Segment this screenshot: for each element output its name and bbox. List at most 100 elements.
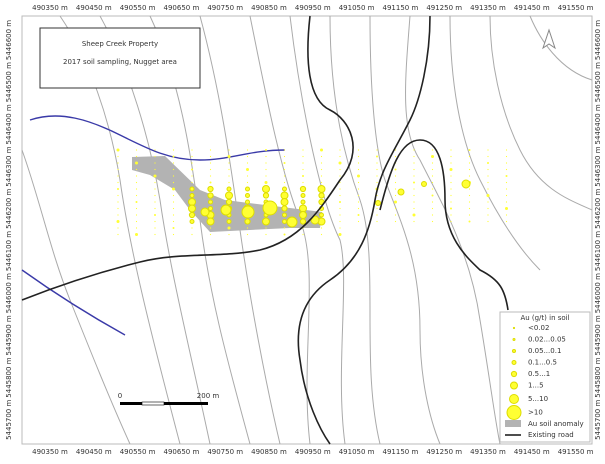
sample-point bbox=[394, 168, 397, 171]
x-label-bottom: 490650 m bbox=[164, 448, 200, 456]
sample-point bbox=[320, 233, 323, 236]
sample-point bbox=[246, 233, 249, 236]
sample-point bbox=[209, 233, 212, 236]
sample-point bbox=[189, 186, 195, 192]
sample-point bbox=[191, 233, 193, 236]
y-label-right: 5446400 m bbox=[594, 104, 602, 144]
sample-point bbox=[376, 168, 378, 171]
river bbox=[29, 115, 286, 161]
legend-symbol bbox=[510, 370, 518, 378]
sample-point bbox=[299, 211, 307, 219]
sample-point bbox=[376, 155, 378, 158]
sample-point bbox=[209, 149, 212, 151]
y-label-left: 5445800 m bbox=[5, 357, 13, 397]
north-arrow bbox=[542, 28, 556, 50]
sample-point bbox=[262, 200, 278, 216]
sample-point bbox=[487, 220, 489, 223]
sample-point bbox=[265, 175, 267, 177]
y-label-right: 5445900 m bbox=[594, 315, 602, 355]
legend: <0.02 0.02...0.05 0.05...0.1 0.1...0.5 0.5..… bbox=[505, 324, 584, 439]
sample-point bbox=[413, 168, 415, 171]
legend-label: 0.02...0.05 bbox=[528, 336, 566, 344]
sample-point bbox=[468, 194, 471, 197]
legend-symbol bbox=[512, 326, 516, 330]
sample-point bbox=[431, 181, 434, 184]
sample-point bbox=[339, 220, 341, 223]
sample-point bbox=[450, 149, 452, 151]
y-label-left: 5446500 m bbox=[5, 62, 13, 102]
sample-point bbox=[431, 207, 434, 210]
x-label-top: 490950 m bbox=[295, 4, 331, 12]
sample-point bbox=[116, 148, 120, 152]
sample-point bbox=[244, 218, 251, 225]
sample-point bbox=[487, 162, 489, 164]
sample-point bbox=[172, 201, 175, 203]
x-label-bottom: 491350 m bbox=[470, 448, 506, 456]
sample-point bbox=[172, 207, 175, 210]
sample-point bbox=[135, 161, 138, 165]
y-label-right: 5446100 m bbox=[594, 231, 602, 271]
sample-point bbox=[339, 214, 341, 216]
sample-point bbox=[505, 207, 508, 210]
sample-point bbox=[505, 194, 508, 197]
sample-point bbox=[302, 181, 304, 184]
sample-point bbox=[505, 162, 508, 164]
map-frame bbox=[21, 15, 593, 445]
sample-point bbox=[191, 227, 193, 229]
road bbox=[21, 15, 354, 301]
sample-point bbox=[302, 168, 304, 171]
sample-point bbox=[117, 233, 119, 236]
sample-point bbox=[431, 149, 434, 151]
y-label-left: 5446100 m bbox=[5, 231, 13, 271]
sample-point bbox=[154, 188, 156, 190]
sample-point bbox=[117, 181, 119, 184]
sample-point bbox=[413, 162, 415, 164]
sample-point bbox=[117, 168, 119, 171]
sample-point bbox=[357, 168, 360, 171]
sample-point bbox=[265, 162, 267, 164]
sample-point bbox=[487, 175, 489, 177]
sample-point bbox=[357, 201, 360, 203]
sample-point bbox=[431, 162, 434, 164]
sample-point bbox=[431, 188, 434, 190]
sample-point bbox=[246, 149, 249, 151]
x-label-bottom: 490850 m bbox=[251, 448, 287, 456]
sample-point bbox=[431, 155, 434, 158]
sample-point bbox=[245, 186, 250, 192]
sample-point bbox=[172, 168, 175, 171]
sample-point bbox=[394, 194, 397, 197]
sample-point bbox=[339, 175, 341, 177]
sample-point bbox=[265, 155, 267, 158]
x-label-bottom: 490750 m bbox=[207, 448, 243, 456]
sample-point bbox=[188, 198, 196, 206]
sample-point bbox=[245, 193, 250, 198]
sample-point bbox=[299, 218, 307, 225]
sample-point bbox=[394, 175, 397, 177]
sample-point bbox=[191, 181, 193, 184]
sample-point bbox=[189, 193, 195, 198]
sample-point bbox=[226, 219, 232, 224]
sample-point bbox=[299, 185, 307, 193]
sample-point bbox=[135, 168, 138, 171]
sample-point bbox=[431, 220, 434, 223]
sample-point bbox=[468, 214, 471, 216]
sample-point bbox=[265, 168, 267, 171]
sample-point bbox=[241, 205, 255, 219]
sample-point bbox=[172, 220, 175, 223]
sample-point bbox=[487, 207, 489, 210]
y-label-right: 5445800 m bbox=[594, 357, 602, 397]
sample-point bbox=[487, 149, 489, 151]
sample-point bbox=[154, 207, 156, 210]
sample-point bbox=[505, 149, 508, 151]
legend-label: 0.1...0.5 bbox=[528, 359, 557, 367]
sample-point bbox=[135, 220, 138, 223]
x-label-bottom: 491150 m bbox=[383, 448, 419, 456]
sample-point bbox=[135, 227, 138, 229]
scale-segment bbox=[141, 401, 165, 406]
sample-point bbox=[135, 201, 138, 203]
sample-point bbox=[394, 200, 397, 204]
x-label-top: 490750 m bbox=[207, 4, 243, 12]
sample-point bbox=[262, 217, 270, 226]
sample-point bbox=[208, 199, 213, 205]
